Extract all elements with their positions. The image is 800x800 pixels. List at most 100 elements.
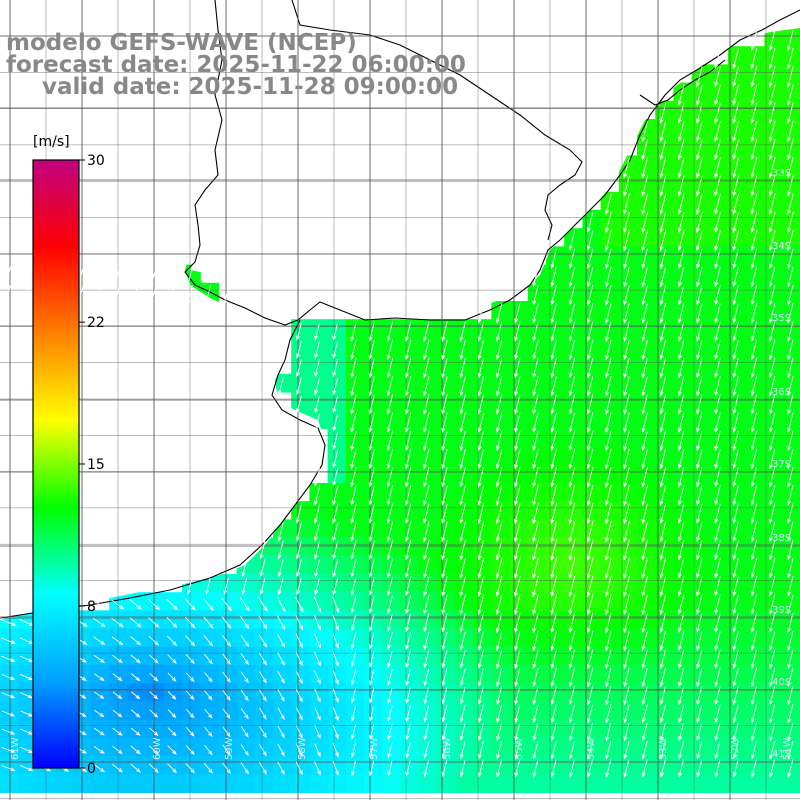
colorbar-tick-label: 22 <box>87 315 105 331</box>
wind-arrow <box>495 430 503 452</box>
wind-cell <box>364 319 383 338</box>
wind-arrow <box>514 303 521 324</box>
wind-cell <box>236 737 256 757</box>
wind-cell <box>436 665 456 684</box>
wind-cell <box>345 519 365 539</box>
wind-cell <box>273 737 292 757</box>
wind-cell <box>600 410 620 429</box>
wind-arrow <box>550 321 557 342</box>
wind-arrow <box>277 670 285 684</box>
wind-arrow <box>259 725 267 738</box>
wind-arrow <box>532 741 539 760</box>
wind-cell <box>709 428 729 448</box>
wind-arrow <box>750 357 758 379</box>
wind-cell <box>546 337 565 357</box>
wind-arrow <box>677 576 685 597</box>
wind-arrow <box>659 539 667 561</box>
wind-cell <box>436 392 456 411</box>
wind-arrow <box>568 321 576 342</box>
wind-arrow <box>185 763 195 774</box>
wind-arrow <box>732 357 739 379</box>
wind-cell <box>746 337 765 357</box>
wind-arrow <box>259 744 267 757</box>
wind-arrow <box>769 741 776 760</box>
wind-arrow <box>148 763 159 773</box>
wind-arrow <box>478 723 484 742</box>
wind-arrow <box>605 630 612 652</box>
wind-arrow <box>277 377 284 396</box>
wind-arrow <box>222 671 231 683</box>
wind-cell <box>673 82 693 102</box>
wind-cell <box>655 373 674 393</box>
wind-arrow <box>332 688 339 703</box>
wind-arrow <box>477 704 484 724</box>
wind-arrow <box>167 727 177 737</box>
wind-arrow <box>1 692 16 699</box>
wind-cell <box>127 701 147 721</box>
wind-cell <box>309 483 329 502</box>
wind-arrow <box>768 521 776 543</box>
wind-arrow <box>605 686 612 706</box>
wind-arrow <box>550 557 558 580</box>
wind-cell <box>691 610 711 630</box>
wind-cell <box>618 737 638 757</box>
wind-cell <box>673 392 693 411</box>
wind-cell <box>546 446 565 466</box>
wind-cell <box>527 483 547 502</box>
wind-arrow <box>203 616 214 629</box>
wind-arrow <box>768 576 776 597</box>
wind-cell <box>527 574 547 593</box>
wind-cell <box>655 264 674 284</box>
wind-cell <box>273 719 292 739</box>
wind-cell <box>673 355 693 375</box>
wind-arrow <box>659 667 666 688</box>
wind-arrow <box>586 575 594 598</box>
wind-arrow <box>623 557 630 580</box>
wind-cell <box>91 737 110 757</box>
wind-cell <box>618 373 638 393</box>
wind-cell <box>582 282 602 302</box>
wind-cell <box>254 683 274 702</box>
wind-cell <box>473 683 492 702</box>
wind-cell <box>327 519 347 539</box>
wind-cell <box>309 574 329 593</box>
wind-cell <box>527 592 547 611</box>
wind-cell <box>764 355 784 375</box>
wind-cell <box>163 774 183 793</box>
wind-arrow <box>677 539 685 561</box>
wind-arrow <box>1 746 16 753</box>
wind-arrow <box>477 430 485 452</box>
wind-arrow <box>677 594 685 616</box>
wind-cell <box>400 756 420 775</box>
wind-arrow <box>659 175 667 197</box>
wind-cell <box>509 428 529 448</box>
wind-arrow <box>532 630 539 652</box>
wind-arrow <box>350 394 357 415</box>
wind-cell <box>709 501 729 520</box>
wind-cell <box>182 592 201 611</box>
wind-arrow <box>586 230 594 251</box>
wind-cell <box>236 628 256 648</box>
wind-cell <box>728 228 747 247</box>
wind-arrow <box>787 485 794 506</box>
wind-arrow <box>459 339 466 361</box>
wind-cell <box>691 428 711 448</box>
wind-arrow <box>459 631 466 651</box>
wind-arrow <box>478 759 484 778</box>
wind-cell <box>236 719 256 739</box>
wind-arrow <box>659 285 667 306</box>
wind-cell <box>746 701 765 721</box>
wind-arrow <box>732 193 740 215</box>
wind-arrow <box>405 687 411 705</box>
wind-arrow <box>568 667 575 688</box>
wind-cell <box>473 519 492 539</box>
wind-arrow <box>350 595 357 614</box>
wind-cell <box>527 464 547 484</box>
wind-arrow <box>568 704 575 724</box>
wind-cell <box>473 646 492 666</box>
wind-cell <box>327 574 347 593</box>
wind-cell <box>364 628 383 648</box>
wind-cell <box>455 665 474 684</box>
wind-arrow <box>750 102 758 124</box>
wind-cell <box>673 719 693 739</box>
